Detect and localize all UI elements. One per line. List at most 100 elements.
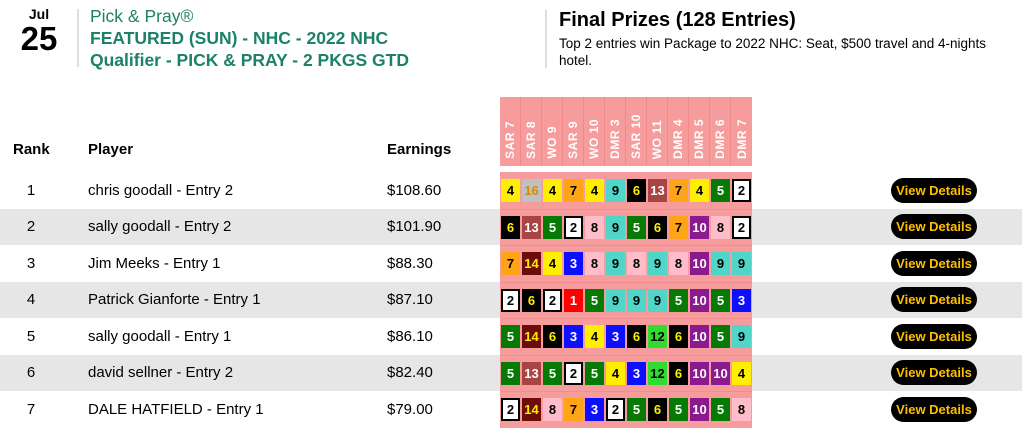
pick-chip: 2	[732, 178, 751, 202]
pick-chip: 13	[522, 361, 541, 385]
contest-title: Pick & Pray® FEATURED (SUN) - NHC - 2022…	[90, 5, 409, 71]
pick-slot: 10	[689, 252, 710, 276]
pick-chip: 5	[627, 215, 646, 239]
pick-slot: 6	[647, 215, 668, 239]
pick-slot: 6	[521, 288, 542, 312]
pick-slot: 9	[731, 252, 752, 276]
pick-slot: 2	[731, 215, 752, 239]
pick-slot: 12	[647, 325, 668, 349]
pick-slot: 5	[584, 288, 605, 312]
picks-cell: 2 6 2 1 5 9 9 9 5 10 5 3	[500, 281, 752, 318]
pick-slot: 10	[689, 215, 710, 239]
pick-chip: 4	[501, 178, 520, 202]
pick-slot: 8	[626, 252, 647, 276]
pick-chip: 9	[648, 288, 667, 312]
view-details-button[interactable]: View Details	[891, 177, 977, 203]
pick-chip: 9	[627, 288, 646, 312]
view-details-button[interactable]: View Details	[891, 214, 977, 240]
pick-chip: 10	[690, 215, 709, 239]
pick-slot: 9	[605, 252, 626, 276]
pick-slot: 5	[710, 398, 731, 422]
pick-chip: 10	[690, 288, 709, 312]
pick-chip: 4	[690, 178, 709, 202]
race-column-label: WO 11	[650, 119, 664, 159]
column-header-earnings: Earnings	[387, 141, 452, 158]
pick-slot: 5	[542, 361, 563, 385]
pick-slot: 5	[500, 325, 521, 349]
pick-slot: 4	[605, 361, 626, 385]
pick-chip: 6	[648, 215, 667, 239]
pick-chip: 2	[606, 398, 625, 422]
pick-chip: 1	[564, 288, 583, 312]
pick-slot: 5	[542, 215, 563, 239]
pick-chip: 2	[732, 215, 751, 239]
pick-chip: 8	[669, 252, 688, 276]
pick-chip: 5	[501, 361, 520, 385]
player-cell: Patrick Gianforte - Entry 1	[88, 291, 261, 309]
picks-cell: 2 14 8 7 3 2 5 6 5 10 5 8	[500, 391, 752, 428]
pick-slot: 10	[689, 361, 710, 385]
pick-slot: 4	[542, 178, 563, 202]
pick-chip: 10	[690, 325, 709, 349]
pick-chip: 6	[627, 178, 646, 202]
earnings-cell: $86.10	[387, 327, 433, 345]
pick-chip: 8	[585, 252, 604, 276]
pick-slot: 2	[500, 288, 521, 312]
pick-slot: 14	[521, 252, 542, 276]
pick-slot: 12	[647, 361, 668, 385]
race-column-label: SAR 9	[566, 121, 580, 159]
pick-slot: 10	[710, 361, 731, 385]
pick-chip: 4	[732, 361, 751, 385]
view-details-button[interactable]: View Details	[891, 360, 977, 386]
race-column-label: DMR 4	[671, 119, 685, 159]
pick-chip: 7	[669, 178, 688, 202]
race-column-header: DMR 4	[668, 97, 689, 166]
picks-cell: 5 14 6 3 4 3 6 12 6 10 5 9	[500, 318, 752, 355]
table-row: 7 DALE HATFIELD - Entry 1 $79.00 2 14 8 7 3 2…	[0, 391, 1022, 428]
pick-slot: 3	[563, 252, 584, 276]
pick-slot: 6	[626, 325, 647, 349]
pick-slot: 5	[584, 361, 605, 385]
earnings-cell: $88.30	[387, 254, 433, 272]
pick-slot: 2	[500, 398, 521, 422]
pick-chip: 12	[648, 325, 667, 349]
player-cell: sally goodall - Entry 1	[88, 327, 232, 345]
view-details-button[interactable]: View Details	[891, 287, 977, 313]
race-column-label: SAR 8	[524, 121, 538, 159]
pick-slot: 7	[563, 178, 584, 202]
pick-chip: 4	[585, 325, 604, 349]
pick-chip: 8	[732, 398, 751, 422]
pick-chip: 6	[627, 325, 646, 349]
pick-slot: 7	[668, 178, 689, 202]
race-column-header: WO 10	[584, 97, 605, 166]
pick-slot: 3	[626, 361, 647, 385]
view-details-button[interactable]: View Details	[891, 323, 977, 349]
race-column-header: WO 11	[647, 97, 668, 166]
table-row: 2 sally goodall - Entry 2 $101.90 6 13 5 2 8…	[0, 208, 1022, 245]
pick-slot: 4	[542, 252, 563, 276]
pick-slot: 2	[563, 215, 584, 239]
pick-slot: 3	[731, 288, 752, 312]
pick-slot: 4	[731, 361, 752, 385]
pick-chip: 4	[606, 361, 625, 385]
player-cell: chris goodall - Entry 2	[88, 181, 234, 199]
view-details-button[interactable]: View Details	[891, 250, 977, 276]
pick-slot: 3	[563, 325, 584, 349]
table-row: 6 david sellner - Entry 2 $82.40 5 13 5 2 5 4…	[0, 354, 1022, 391]
final-prizes-title: Final Prizes (128 Entries)	[559, 9, 796, 31]
pick-slot: 2	[731, 178, 752, 202]
pick-slot: 8	[584, 252, 605, 276]
pick-chip: 5	[585, 288, 604, 312]
pick-chip: 3	[627, 361, 646, 385]
pick-chip: 5	[543, 215, 562, 239]
view-details-button[interactable]: View Details	[891, 396, 977, 422]
table-body: 1 chris goodall - Entry 2 $108.60 4 16 4 7 4…	[0, 172, 1022, 428]
pick-chip: 14	[522, 252, 541, 276]
race-column-header: DMR 3	[605, 97, 626, 166]
pick-chip: 5	[711, 398, 730, 422]
race-column-header: SAR 9	[563, 97, 584, 166]
pick-chip: 6	[648, 398, 667, 422]
pick-chip: 4	[585, 178, 604, 202]
